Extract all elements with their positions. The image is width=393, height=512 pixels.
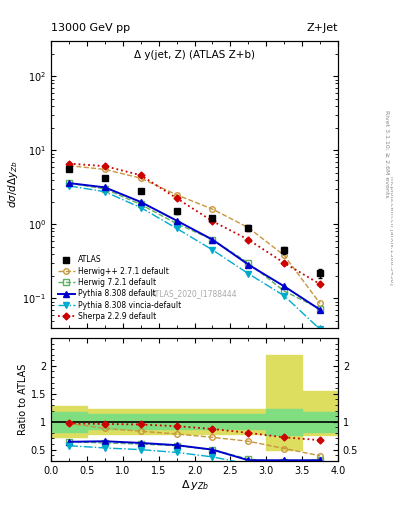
Text: Rivet 3.1.10; ≥ 2.6M events: Rivet 3.1.10; ≥ 2.6M events <box>385 110 389 198</box>
Text: Z+Jet: Z+Jet <box>307 23 338 33</box>
Text: Δ y(jet, Z) (ATLAS Z+b): Δ y(jet, Z) (ATLAS Z+b) <box>134 50 255 59</box>
Text: mcplots.cern.ch [arXiv:1306.3436]: mcplots.cern.ch [arXiv:1306.3436] <box>389 176 393 285</box>
Text: 13000 GeV pp: 13000 GeV pp <box>51 23 130 33</box>
Text: ATLAS_2020_I1788444: ATLAS_2020_I1788444 <box>151 289 238 298</box>
Legend: ATLAS, Herwig++ 2.7.1 default, Herwig 7.2.1 default, Pythia 8.308 default, Pythi: ATLAS, Herwig++ 2.7.1 default, Herwig 7.… <box>55 252 184 324</box>
Y-axis label: $d\sigma/d\Delta y_{Zb}$: $d\sigma/d\Delta y_{Zb}$ <box>6 160 20 208</box>
Y-axis label: Ratio to ATLAS: Ratio to ATLAS <box>18 364 28 435</box>
X-axis label: $\Delta\,y_{Zb}$: $\Delta\,y_{Zb}$ <box>181 478 208 493</box>
